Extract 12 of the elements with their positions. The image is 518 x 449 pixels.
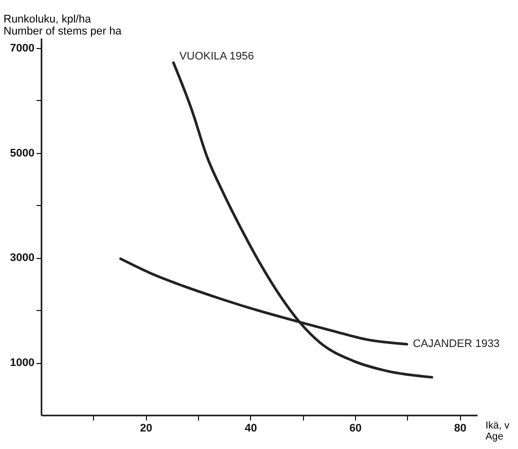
x-tick-label: 80	[454, 422, 466, 434]
y-tick-label: 1000	[10, 357, 34, 370]
x-tick-label: 20	[140, 422, 152, 434]
y-tick-label: 7000	[10, 42, 34, 54]
series-label: VUOKILA 1956	[179, 50, 254, 63]
x-tick-label: 40	[244, 422, 257, 434]
x-axis-title: Ikä, v Age	[486, 420, 510, 442]
y-tick-label: 3000	[10, 252, 34, 264]
y-tick-label: 5000	[10, 147, 34, 160]
x-tick-label: 60	[349, 422, 362, 434]
series-label: CAJANDER 1933	[412, 338, 500, 350]
y-axis-title: Runkoluku, kpl/ha Number of stems per ha	[4, 14, 122, 38]
